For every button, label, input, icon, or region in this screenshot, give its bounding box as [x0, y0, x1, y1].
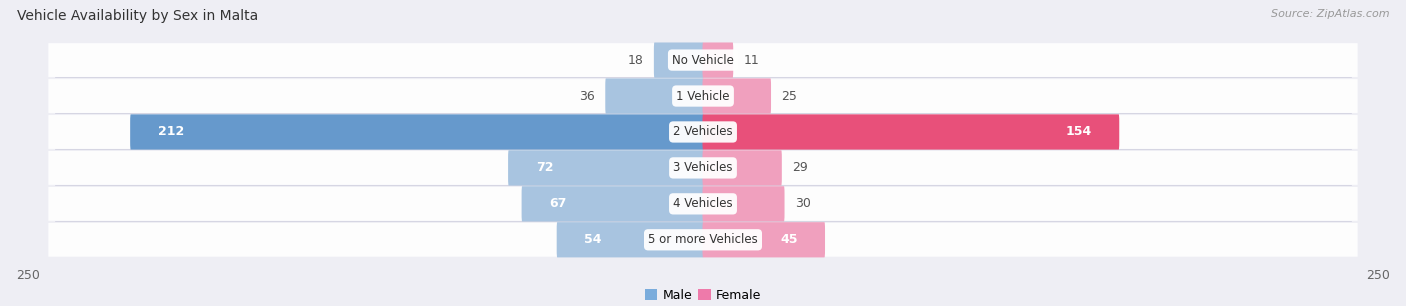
Text: 11: 11 [744, 54, 759, 67]
Text: No Vehicle: No Vehicle [672, 54, 734, 67]
Text: 54: 54 [585, 233, 602, 246]
Text: 18: 18 [627, 54, 644, 67]
Text: Vehicle Availability by Sex in Malta: Vehicle Availability by Sex in Malta [17, 9, 259, 23]
Text: 72: 72 [536, 161, 553, 174]
FancyBboxPatch shape [703, 43, 734, 78]
FancyBboxPatch shape [48, 151, 1358, 185]
FancyBboxPatch shape [703, 114, 1119, 150]
FancyBboxPatch shape [605, 78, 703, 114]
Text: 30: 30 [794, 197, 811, 210]
FancyBboxPatch shape [703, 186, 785, 222]
Text: 4 Vehicles: 4 Vehicles [673, 197, 733, 210]
Legend: Male, Female: Male, Female [640, 284, 766, 306]
Text: 29: 29 [792, 161, 808, 174]
FancyBboxPatch shape [48, 79, 1358, 113]
Text: 25: 25 [782, 90, 797, 103]
FancyBboxPatch shape [557, 222, 703, 257]
Text: 1 Vehicle: 1 Vehicle [676, 90, 730, 103]
FancyBboxPatch shape [703, 150, 782, 185]
FancyBboxPatch shape [508, 150, 703, 185]
FancyBboxPatch shape [48, 43, 1358, 77]
FancyBboxPatch shape [48, 115, 1358, 149]
Text: 36: 36 [579, 90, 595, 103]
FancyBboxPatch shape [48, 187, 1358, 221]
FancyBboxPatch shape [703, 78, 770, 114]
FancyBboxPatch shape [703, 222, 825, 257]
Text: 5 or more Vehicles: 5 or more Vehicles [648, 233, 758, 246]
FancyBboxPatch shape [131, 114, 703, 150]
Text: 45: 45 [780, 233, 797, 246]
Text: 67: 67 [550, 197, 567, 210]
Text: 212: 212 [157, 125, 184, 139]
FancyBboxPatch shape [48, 223, 1358, 257]
FancyBboxPatch shape [522, 186, 703, 222]
Text: 3 Vehicles: 3 Vehicles [673, 161, 733, 174]
FancyBboxPatch shape [654, 43, 703, 78]
Text: 154: 154 [1066, 125, 1091, 139]
Text: 2 Vehicles: 2 Vehicles [673, 125, 733, 139]
Text: Source: ZipAtlas.com: Source: ZipAtlas.com [1271, 9, 1389, 19]
